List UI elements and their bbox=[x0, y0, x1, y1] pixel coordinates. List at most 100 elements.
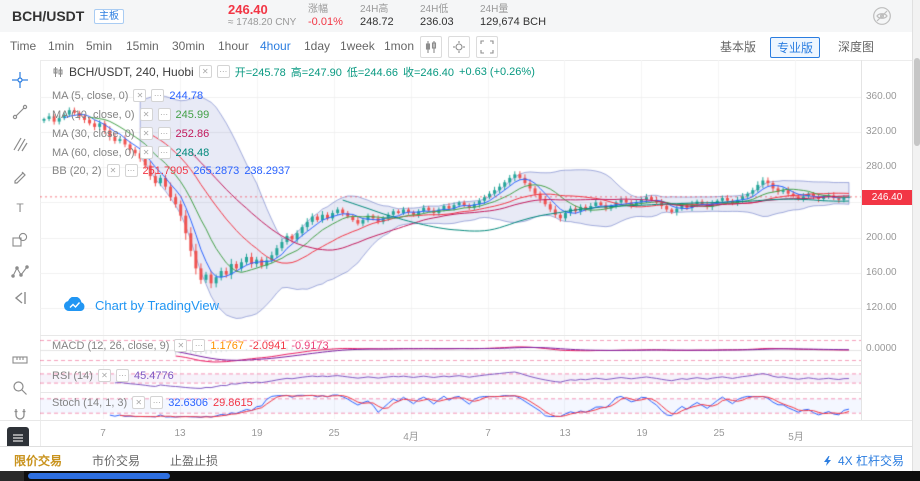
interval-15min[interactable]: 15min bbox=[126, 39, 159, 53]
macd-line-value: -2.0941 bbox=[249, 339, 287, 352]
interval-1min[interactable]: 1min bbox=[48, 39, 75, 53]
bb-upper-value: 265.2873 bbox=[193, 164, 240, 177]
panel-separator bbox=[40, 335, 862, 336]
shapes-icon[interactable] bbox=[10, 230, 30, 250]
rsi-settings-button[interactable]: ⋯ bbox=[115, 369, 129, 382]
visibility-off-icon[interactable] bbox=[872, 6, 892, 26]
rsi-legend-row: RSI (14) ✕ ⋯ 45.4776 bbox=[52, 369, 174, 382]
leverage-link[interactable]: 4X 杠杆交易 bbox=[822, 452, 904, 469]
ma60-settings-button[interactable]: ⋯ bbox=[157, 146, 171, 159]
interval-1week[interactable]: 1week bbox=[340, 39, 375, 53]
indicator-settings-button[interactable] bbox=[448, 36, 470, 58]
macd-axis-zero: 0.0000 bbox=[866, 343, 897, 354]
interval-1day[interactable]: 1day bbox=[304, 39, 331, 53]
tabs-separator bbox=[0, 446, 920, 447]
stoch-panel-canvas[interactable] bbox=[40, 393, 862, 419]
interval-1mon[interactable]: 1mon bbox=[384, 39, 415, 53]
tradingview-logo-icon bbox=[64, 297, 85, 311]
rsi-panel-canvas[interactable] bbox=[40, 366, 862, 391]
bb-settings-button[interactable]: ⋯ bbox=[124, 164, 138, 177]
tradingview-watermark[interactable]: Chart by TradingView bbox=[62, 297, 219, 313]
series-more-button[interactable]: ⋯ bbox=[216, 65, 230, 78]
interval-time[interactable]: Time bbox=[10, 39, 37, 53]
trendline-icon[interactable] bbox=[10, 102, 30, 122]
main-chart-canvas[interactable] bbox=[40, 60, 862, 335]
vertical-scrollbar[interactable] bbox=[912, 0, 920, 481]
x-tick: 5月 bbox=[788, 432, 804, 443]
stoch-settings-button[interactable]: ⋯ bbox=[150, 396, 164, 409]
y-tick-120: 120.00 bbox=[866, 302, 897, 313]
high-value: 248.72 bbox=[360, 16, 394, 28]
pattern-icon[interactable] bbox=[10, 262, 30, 282]
text-tool-icon[interactable]: T bbox=[10, 198, 30, 218]
chart-style-button[interactable] bbox=[420, 36, 442, 58]
low-label: 24H低 bbox=[420, 4, 449, 15]
tab-stop-order[interactable]: 止盈止损 bbox=[170, 454, 219, 468]
brush-icon[interactable] bbox=[10, 166, 30, 186]
bb-name: BB (20, 2) bbox=[52, 164, 102, 177]
stoch-close-button[interactable]: ✕ bbox=[132, 396, 146, 409]
horizontal-scrollbar[interactable] bbox=[0, 471, 920, 481]
rsi-name: RSI (14) bbox=[52, 369, 93, 382]
ma5-name: MA (5, close, 0) bbox=[52, 89, 129, 102]
vertical-scroll-thumb[interactable] bbox=[914, 58, 920, 146]
x-tick: 13 bbox=[174, 428, 186, 439]
high-block: 24H高 248.72 bbox=[360, 3, 394, 29]
rsi-close-button[interactable]: ✕ bbox=[97, 369, 111, 382]
macd-settings-button[interactable]: ⋯ bbox=[192, 339, 206, 352]
stoch-name: Stoch (14, 1, 3) bbox=[52, 396, 128, 409]
last-price: 246.40 bbox=[228, 2, 268, 17]
ma5-legend-row: MA (5, close, 0) ✕ ⋯ 244.78 bbox=[52, 89, 203, 102]
header-bar: BCH/USDT 主板 246.40 ≈ 1748.20 CNY 涨幅 -0.0… bbox=[0, 0, 920, 33]
series-style-icon[interactable] bbox=[52, 66, 64, 78]
tab-basic-version[interactable]: 基本版 bbox=[719, 40, 756, 54]
ma10-close-button[interactable]: ✕ bbox=[139, 108, 153, 121]
scrollbar-corner bbox=[0, 471, 24, 481]
ma30-settings-button[interactable]: ⋯ bbox=[157, 127, 171, 140]
fullscreen-button[interactable] bbox=[476, 36, 498, 58]
x-tick: 13 bbox=[559, 428, 571, 439]
tab-limit-order[interactable]: 限价交易 bbox=[14, 454, 63, 468]
ma30-legend-row: MA (30, close, 0) ✕ ⋯ 252.86 bbox=[52, 127, 209, 140]
ma5-settings-button[interactable]: ⋯ bbox=[151, 89, 165, 102]
panel-separator bbox=[40, 365, 862, 366]
chart-properties-button[interactable] bbox=[7, 427, 29, 449]
macd-name: MACD (12, 26, close, 9) bbox=[52, 339, 170, 352]
interval-1hour[interactable]: 1hour bbox=[218, 39, 249, 53]
change-label: 涨幅 bbox=[308, 4, 328, 15]
interval-30min[interactable]: 30min bbox=[172, 39, 205, 53]
ma60-close-button[interactable]: ✕ bbox=[139, 146, 153, 159]
change-value: -0.01% bbox=[308, 16, 343, 28]
x-tick: 4月 bbox=[403, 432, 419, 443]
interval-4hour[interactable]: 4hour bbox=[260, 39, 291, 53]
series-close-button[interactable]: ✕ bbox=[198, 65, 212, 78]
zoom-icon[interactable] bbox=[10, 378, 30, 398]
ma10-settings-button[interactable]: ⋯ bbox=[157, 108, 171, 121]
x-tick: 25 bbox=[328, 428, 340, 439]
tab-market-order[interactable]: 市价交易 bbox=[92, 454, 141, 468]
price-block: 246.40 ≈ 1748.20 CNY bbox=[228, 3, 296, 29]
ohlc-change: +0.63 (+0.26%) bbox=[459, 65, 535, 78]
ma30-close-button[interactable]: ✕ bbox=[139, 127, 153, 140]
series-legend-row: BCH/USDT, 240, Huobi ✕ ⋯ 开=245.78 高=247.… bbox=[52, 65, 535, 79]
x-tick: 19 bbox=[251, 428, 263, 439]
tab-pro-version[interactable]: 专业版 bbox=[769, 37, 820, 58]
ohlc-close: 收=246.40 bbox=[402, 66, 455, 79]
y-tick-360: 360.00 bbox=[866, 91, 897, 102]
ma60-name: MA (60, close, 0) bbox=[52, 146, 135, 159]
tab-depth-chart[interactable]: 深度图 bbox=[837, 40, 874, 54]
panel-separator bbox=[40, 392, 862, 393]
price-cny: ≈ 1748.20 CNY bbox=[228, 17, 297, 28]
magnet-icon[interactable] bbox=[10, 405, 30, 425]
horizontal-scroll-thumb[interactable] bbox=[28, 473, 170, 479]
macd-close-button[interactable]: ✕ bbox=[174, 339, 188, 352]
bb-close-button[interactable]: ✕ bbox=[106, 164, 120, 177]
interval-5min[interactable]: 5min bbox=[86, 39, 113, 53]
collapse-panel-icon[interactable] bbox=[10, 288, 30, 308]
crosshair-icon[interactable] bbox=[10, 70, 30, 90]
pitchfork-icon[interactable] bbox=[10, 134, 30, 154]
ruler-icon[interactable] bbox=[10, 350, 30, 370]
ma5-close-button[interactable]: ✕ bbox=[133, 89, 147, 102]
ma60-legend-row: MA (60, close, 0) ✕ ⋯ 248.48 bbox=[52, 146, 209, 159]
change-block: 涨幅 -0.01% bbox=[308, 3, 343, 29]
